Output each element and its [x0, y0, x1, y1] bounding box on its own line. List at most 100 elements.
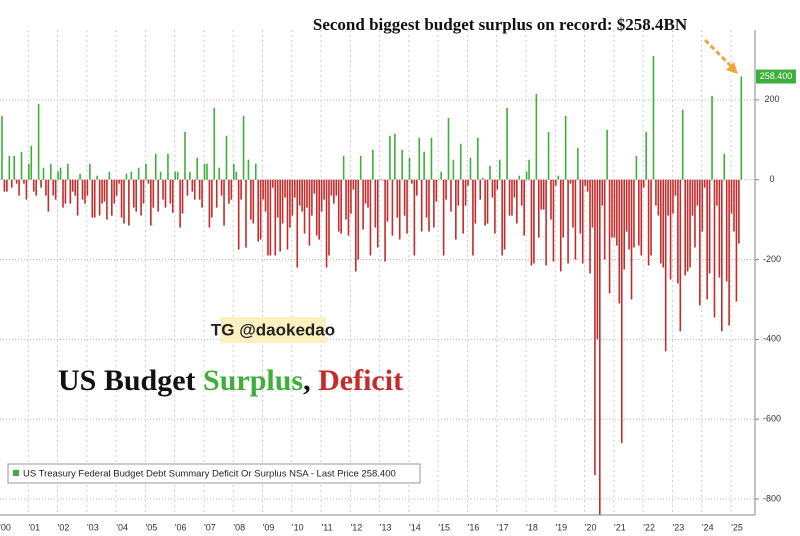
bar: [8, 155, 11, 180]
grid: [0, 30, 755, 515]
bar: [528, 159, 530, 180]
bar: [628, 179, 630, 250]
bar: [430, 137, 433, 180]
bar: [286, 179, 289, 250]
bar: [718, 179, 721, 278]
bar: [181, 179, 184, 214]
bar: [113, 179, 116, 204]
x-tick-label: '22: [643, 522, 655, 532]
bar: [638, 179, 640, 246]
bar: [669, 179, 672, 280]
bar: [723, 153, 726, 180]
bar: [269, 179, 272, 256]
bar: [479, 179, 482, 200]
bar: [179, 179, 181, 228]
bar: [486, 179, 489, 224]
bar: [169, 179, 172, 204]
bar: [694, 179, 696, 248]
bar: [586, 179, 589, 192]
x-tick-label: '09: [263, 522, 275, 532]
bar: [713, 179, 716, 318]
x-tick-label: '00: [0, 522, 11, 532]
bar: [496, 179, 499, 190]
bar: [596, 179, 599, 340]
bar: [447, 117, 450, 180]
bar: [120, 179, 123, 218]
bar: [262, 179, 264, 200]
bar: [364, 179, 367, 204]
bar: [540, 179, 543, 210]
bar: [672, 179, 674, 214]
bar: [569, 179, 572, 184]
bar: [311, 179, 313, 216]
bar: [123, 179, 125, 224]
bar: [703, 179, 706, 188]
bar: [142, 179, 145, 204]
legend-box: [7, 463, 421, 484]
bar: [391, 179, 394, 236]
bar: [498, 159, 501, 180]
bar: [196, 157, 198, 180]
bar: [267, 179, 269, 256]
y-tick-label: 0: [769, 174, 774, 184]
bar: [303, 179, 306, 234]
bar: [625, 179, 628, 232]
bar: [69, 179, 72, 204]
bar: [691, 179, 694, 216]
bar: [450, 179, 452, 212]
bar: [240, 179, 242, 200]
bar: [96, 175, 98, 180]
bar: [730, 179, 733, 214]
bar: [103, 179, 106, 202]
bar: [425, 179, 428, 218]
bar: [374, 179, 377, 228]
bar: [352, 179, 355, 190]
bar: [459, 143, 462, 180]
bar: [32, 179, 35, 192]
bar: [416, 179, 418, 196]
bar: [525, 171, 528, 180]
bar: [708, 179, 711, 274]
bar: [581, 179, 584, 264]
bar: [555, 179, 557, 186]
x-tick-label: '03: [87, 522, 99, 532]
bar: [440, 171, 442, 180]
bar: [606, 129, 608, 180]
title-part: ,: [303, 364, 311, 397]
y-tick-label: -600: [763, 414, 781, 424]
bar: [599, 179, 601, 515]
bar: [667, 179, 669, 216]
bar: [67, 163, 69, 180]
bar: [337, 179, 340, 232]
bar: [213, 107, 216, 180]
bar: [455, 179, 457, 240]
bar: [76, 179, 79, 216]
bar: [508, 179, 511, 216]
x-tick-label: '12: [350, 522, 362, 532]
bar: [225, 135, 228, 180]
bar: [323, 179, 325, 200]
bar: [150, 179, 152, 226]
bar: [699, 179, 701, 306]
bar: [320, 179, 323, 212]
bar: [86, 179, 89, 196]
chart-title: US Budget Surplus, Deficit: [58, 364, 403, 397]
bar: [408, 157, 411, 180]
bar: [401, 149, 403, 180]
bar: [462, 179, 464, 234]
bar: [186, 179, 189, 196]
bar: [728, 179, 730, 326]
bar: [281, 179, 284, 224]
bar: [716, 179, 718, 206]
bar: [559, 179, 562, 272]
bar: [325, 179, 328, 268]
bar: [545, 179, 547, 266]
bar: [557, 175, 560, 180]
bar: [679, 179, 682, 332]
bar: [50, 163, 52, 180]
bar: [469, 157, 472, 180]
bar: [191, 179, 194, 192]
bar: [79, 173, 81, 180]
bar: [674, 179, 677, 196]
bar: [106, 179, 108, 220]
